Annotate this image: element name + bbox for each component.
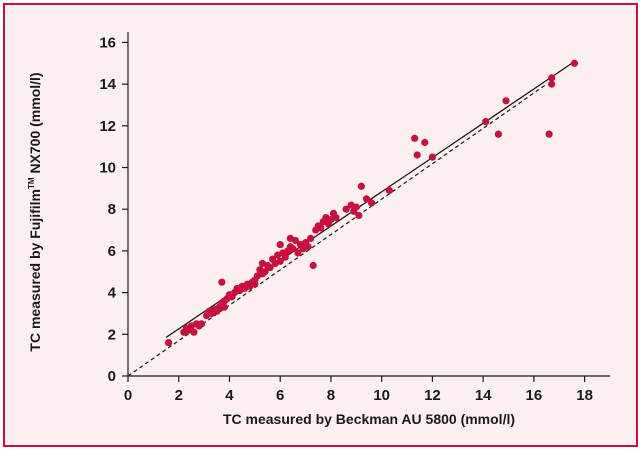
data-point [482, 118, 490, 126]
data-point [294, 249, 302, 257]
y-axis-label-suffix: NX700 (mmol/l) [27, 72, 43, 177]
data-point [164, 339, 173, 347]
y-tick-label: 6 [108, 243, 116, 260]
data-point [332, 213, 340, 222]
y-tick-label: 12 [99, 118, 116, 135]
x-tick-label: 2 [175, 387, 183, 404]
y-tick-label: 16 [99, 34, 116, 51]
data-point [545, 130, 553, 138]
data-point [266, 263, 274, 272]
data-point [502, 97, 510, 105]
x-tick-label: 0 [124, 387, 132, 404]
tick-labels: 0 2 4 6 8 10 12 14 16 18 0 2 4 6 8 10 12 14 16 [99, 34, 593, 404]
data-point [304, 243, 312, 251]
x-axis-label: TC measured by Beckman AU 5800 (mmol/l) [223, 411, 515, 427]
data-point [367, 199, 376, 207]
data-point [548, 74, 556, 82]
data-point [548, 80, 556, 88]
data-point [355, 211, 363, 220]
data-point [281, 253, 289, 261]
data-point [413, 151, 421, 159]
data-point [220, 303, 228, 311]
data-point [362, 195, 371, 203]
data-point [317, 224, 325, 232]
data-point [421, 138, 429, 147]
data-point [307, 234, 315, 242]
axes [127, 32, 610, 377]
x-tick-label: 12 [424, 387, 441, 404]
data-point [342, 205, 350, 213]
y-tick-label: 2 [108, 326, 116, 343]
data-point [276, 257, 284, 265]
tick-marks [122, 41, 586, 382]
data-point [309, 261, 317, 270]
y-axis-label-tm: TM [27, 177, 36, 189]
y-axis-label: TC measured by FujifilmTM NX700 (mmol/l) [27, 72, 43, 351]
x-tick-label: 18 [576, 387, 593, 404]
y-axis-label-prefix: TC measured by Fujifilm [27, 189, 43, 352]
x-tick-label: 10 [373, 387, 390, 404]
x-tick-label: 16 [526, 387, 543, 404]
data-point [570, 59, 579, 67]
data-point [218, 278, 226, 286]
data-point [276, 241, 284, 249]
data-point [261, 268, 269, 276]
x-tick-label: 6 [276, 387, 284, 404]
data-points [164, 59, 579, 347]
data-point [494, 130, 502, 138]
data-point [190, 328, 198, 336]
x-tick-label: 14 [475, 387, 492, 404]
data-point [357, 182, 365, 190]
y-tick-label: 4 [108, 285, 117, 302]
data-point [291, 236, 300, 245]
data-point [411, 134, 419, 142]
y-tick-label: 10 [99, 160, 116, 177]
y-tick-label: 14 [99, 76, 116, 93]
data-point [352, 203, 360, 211]
data-point [428, 153, 437, 161]
y-tick-label: 0 [108, 368, 116, 385]
x-tick-label: 8 [327, 387, 335, 404]
y-tick-label: 8 [108, 201, 116, 218]
x-tick-label: 4 [225, 387, 234, 404]
data-point [197, 320, 206, 328]
data-point [385, 186, 393, 195]
data-point [289, 245, 297, 253]
